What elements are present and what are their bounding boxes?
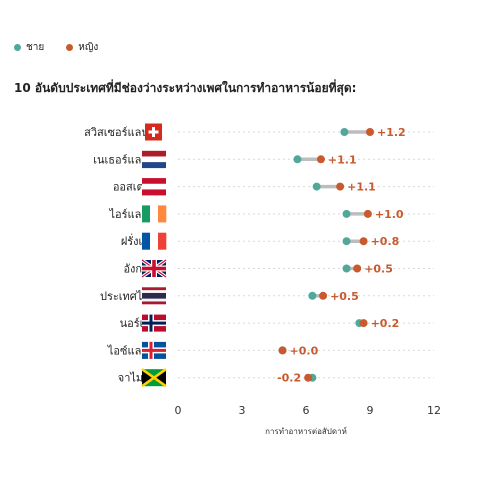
norway-flag [142, 314, 166, 332]
female-dot [359, 237, 368, 246]
x-tick-label: 6 [303, 404, 310, 417]
jamaica-flag [141, 368, 167, 388]
female-dot [353, 264, 362, 273]
female-dot [363, 209, 372, 218]
legend-label-male: ชาย [26, 42, 45, 53]
netherlands-flag-stripe [142, 162, 166, 169]
ireland-flag-stripe [158, 205, 167, 223]
netherlands-flag [142, 150, 166, 169]
ireland-flag-stripe [150, 205, 159, 223]
gap-label: +0.0 [290, 344, 319, 357]
netherlands-flag-stripe [142, 156, 166, 163]
gap-label: +1.1 [328, 153, 357, 166]
female-dot [319, 291, 328, 300]
gap-label: +0.5 [364, 263, 393, 276]
jamaica-flag-fly [154, 369, 166, 387]
female-dot [304, 373, 313, 382]
jamaica-flag-hoist [142, 369, 154, 387]
gap-label: +0.2 [371, 317, 400, 330]
france-flag-stripe [142, 232, 151, 250]
country-label: ประเทศไทย [100, 290, 156, 303]
gap-label: -0.2 [277, 372, 301, 385]
iceland-flag [142, 341, 166, 359]
thailand-flag-blue [142, 292, 166, 299]
france-flag-stripe [158, 232, 167, 250]
ireland-flag [142, 205, 167, 223]
x-tick-label: 12 [427, 404, 441, 417]
gap-label: +1.2 [377, 126, 406, 139]
gap-label: +0.8 [371, 235, 400, 248]
gap-label: +1.0 [375, 208, 404, 221]
female-dot [366, 128, 374, 136]
jamaica-flag-saltire [141, 368, 167, 388]
france-flag-stripe [150, 232, 159, 250]
switzerland-flag [145, 123, 162, 141]
legend-item-female: หญิง [66, 40, 98, 55]
austria-flag-stripe [142, 189, 166, 196]
male-dot [342, 237, 351, 246]
gap-label: +1.1 [347, 181, 376, 194]
male-dot [342, 209, 351, 218]
male-dot [308, 291, 317, 300]
male-legend-dot [14, 44, 21, 51]
austria-flag-stripe [142, 183, 166, 190]
male-dot [312, 182, 321, 191]
male-dot [340, 128, 349, 136]
uk-flag-cross [142, 266, 166, 271]
x-axis-label: การทำอาหารต่อสัปดาห์ [265, 426, 347, 436]
x-tick-label: 9 [367, 404, 374, 417]
male-dot [342, 264, 351, 273]
x-tick-label: 3 [239, 404, 246, 417]
x-tick-label: 0 [175, 404, 182, 417]
male-dot [293, 155, 302, 164]
female-dot [359, 319, 368, 328]
gap-label: +0.5 [330, 290, 359, 303]
female-dot [278, 346, 287, 355]
country-label: สวิสเซอร์แลนด์ [84, 126, 156, 139]
ireland-flag-stripe [142, 205, 151, 223]
female-dot [316, 155, 325, 164]
thailand-flag [142, 287, 166, 305]
country-label: เนเธอร์แลนด์ [93, 153, 156, 166]
female-dot [336, 182, 345, 191]
legend-item-male: ชาย [14, 40, 44, 55]
legend-label-female: หญิง [78, 42, 99, 53]
norway-flag-cross [142, 321, 166, 325]
iceland-flag-cross [142, 348, 166, 352]
switzerland-flag-cross [148, 130, 159, 134]
netherlands-flag-stripe [142, 150, 166, 157]
chart-title: 10 อันดับประเทศที่มีช่องว่างระหว่างเพศใน… [14, 81, 357, 95]
legend: ชาย หญิง [14, 40, 98, 55]
austria-flag-stripe [142, 178, 166, 185]
austria-flag [142, 178, 166, 196]
france-flag [142, 232, 167, 250]
uk-flag [141, 258, 167, 279]
female-legend-dot [66, 44, 74, 51]
